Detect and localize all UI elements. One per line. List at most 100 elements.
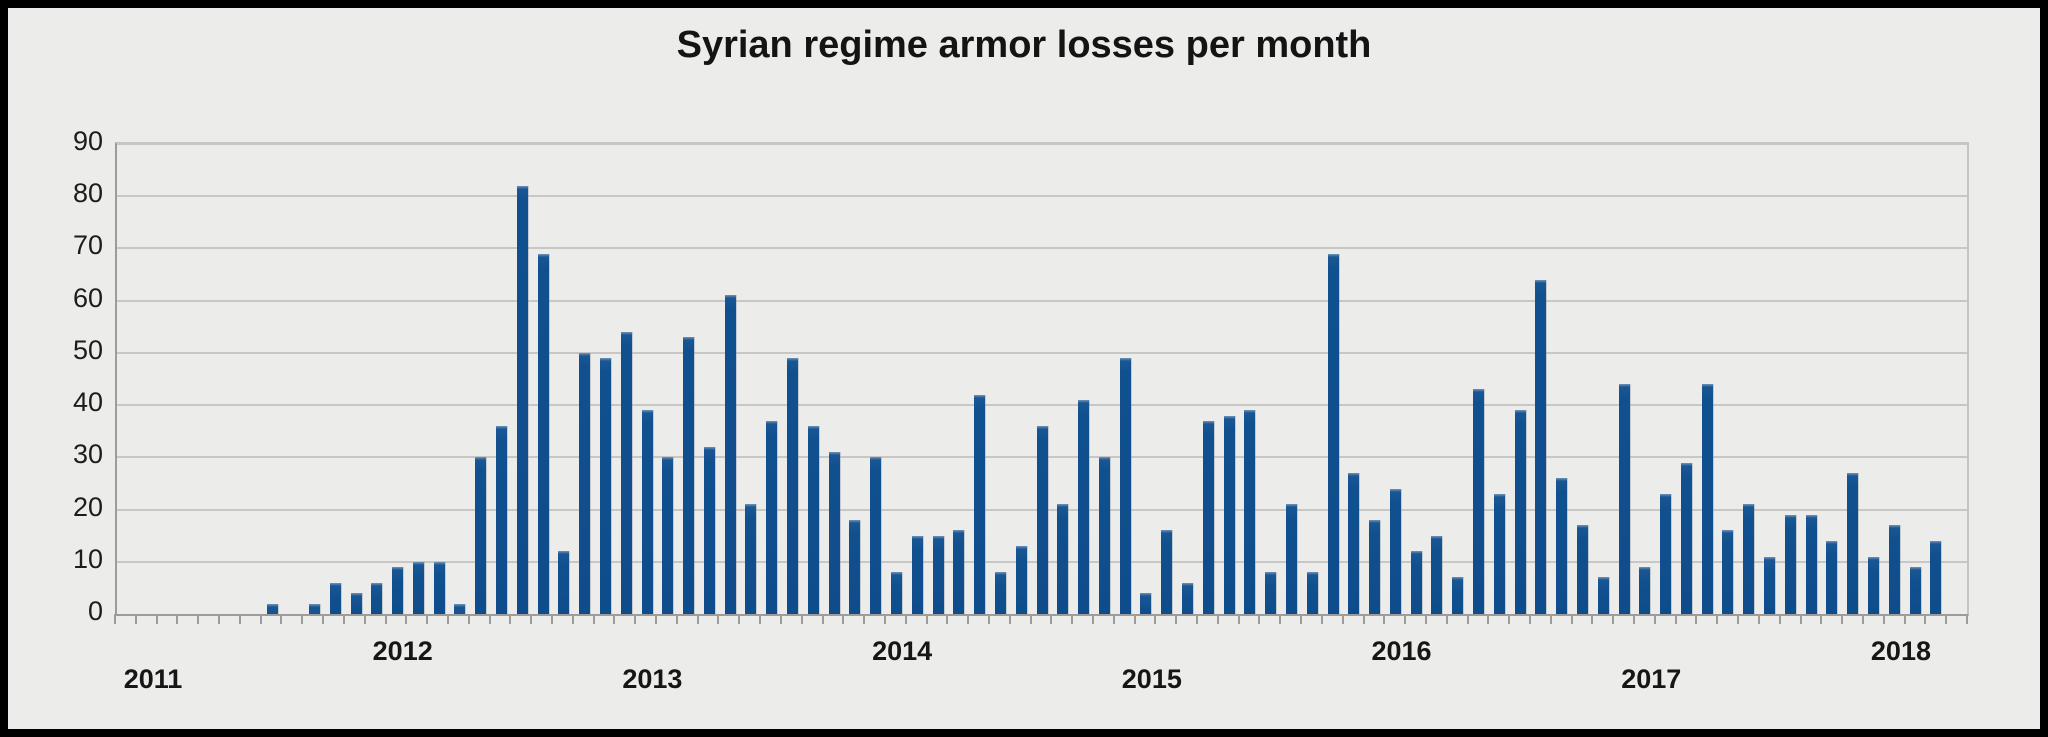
month-tick xyxy=(655,614,658,624)
bar-2015-Dec xyxy=(1348,473,1360,614)
bar-2014-Oct xyxy=(1057,504,1069,614)
bar-2012-Sep xyxy=(537,253,549,614)
bar-2013-Apr xyxy=(683,337,695,614)
month-tick xyxy=(322,614,325,624)
bar-2017-Apr xyxy=(1680,462,1692,614)
month-tick xyxy=(1362,614,1365,624)
month-tick xyxy=(696,614,699,624)
y-axis-label-90: 90 xyxy=(72,126,103,156)
bar-2015-Mar xyxy=(1161,530,1173,614)
month-tick xyxy=(488,614,491,624)
year-label-2012: 2012 xyxy=(372,636,433,666)
year-label-2017: 2017 xyxy=(1621,664,1682,694)
month-tick xyxy=(842,614,845,624)
month-tick xyxy=(1237,614,1240,624)
bar-2017-Mar xyxy=(1660,493,1672,614)
bar-2013-Feb xyxy=(641,410,653,614)
bar-2017-Jun xyxy=(1722,530,1734,614)
month-tick xyxy=(634,614,637,624)
bar-2018-Jan xyxy=(1867,556,1879,614)
month-tick xyxy=(1861,614,1864,624)
bar-2013-Dec xyxy=(849,520,861,614)
bar-2012-Mar xyxy=(412,561,424,614)
month-tick xyxy=(675,614,678,624)
bar-2015-Oct xyxy=(1306,572,1318,614)
bar-2014-Jan xyxy=(870,457,882,614)
month-tick xyxy=(1799,614,1802,624)
bar-2014-Mar xyxy=(911,535,923,614)
month-tick xyxy=(176,614,179,624)
month-tick xyxy=(613,614,616,624)
y-axis-labels: 0 10 20 30 40 50 60 70 80 90 xyxy=(8,126,103,626)
bar-2015-Sep xyxy=(1285,504,1297,614)
bar-2017-Nov xyxy=(1826,540,1838,614)
y-axis-label-80: 80 xyxy=(72,178,103,209)
bar-2014-May xyxy=(953,530,965,614)
bar-2015-Jun xyxy=(1223,415,1235,614)
y-axis-label-0: 0 xyxy=(87,596,103,626)
month-tick xyxy=(1404,614,1407,624)
month-tick xyxy=(114,614,116,624)
x-axis-ticks xyxy=(114,614,1968,624)
bar-2013-Oct xyxy=(807,426,819,614)
chart-title: Syrian regime armor losses per month xyxy=(676,24,1372,66)
month-tick xyxy=(1570,614,1573,624)
month-tick xyxy=(779,614,782,624)
bar-2011-Nov xyxy=(329,582,341,614)
bar-2013-Sep xyxy=(787,358,799,614)
bar-2017-Jul xyxy=(1743,504,1755,614)
month-tick xyxy=(1529,614,1531,624)
month-tick xyxy=(1279,614,1282,624)
month-tick xyxy=(550,614,553,624)
month-tick xyxy=(1633,614,1636,624)
bar-2011-Aug xyxy=(267,603,279,614)
month-tick xyxy=(1924,614,1927,624)
month-tick xyxy=(904,614,907,624)
month-tick xyxy=(1133,614,1136,624)
month-tick xyxy=(1966,614,1968,624)
month-tick xyxy=(197,614,200,624)
month-tick xyxy=(1341,614,1344,624)
bar-2017-Dec xyxy=(1847,473,1859,614)
year-label-2018: 2018 xyxy=(1870,636,1931,666)
month-tick xyxy=(738,614,741,624)
month-tick xyxy=(759,614,762,624)
month-tick xyxy=(1716,614,1719,624)
month-tick xyxy=(967,614,970,624)
month-tick xyxy=(1549,614,1552,624)
month-tick xyxy=(1258,614,1261,624)
bar-2013-Jan xyxy=(620,332,632,614)
month-tick xyxy=(280,614,283,624)
month-tick xyxy=(426,614,429,624)
bar-2018-Mar xyxy=(1909,567,1921,614)
month-tick xyxy=(509,614,512,624)
month-tick xyxy=(1653,614,1656,624)
month-tick xyxy=(1841,614,1844,624)
gridline-90 xyxy=(117,143,1967,145)
month-tick xyxy=(1424,614,1427,624)
month-tick xyxy=(1071,614,1074,624)
month-tick xyxy=(384,614,387,624)
bar-2016-Jul xyxy=(1493,493,1505,614)
month-tick xyxy=(1008,614,1011,624)
bar-2012-Apr xyxy=(433,561,445,614)
bar-2017-May xyxy=(1701,384,1713,614)
month-tick xyxy=(821,614,824,624)
bar-2015-May xyxy=(1202,420,1214,614)
month-tick xyxy=(259,614,262,624)
month-tick xyxy=(1154,614,1157,624)
month-tick xyxy=(1778,614,1781,624)
y-axis-label-40: 40 xyxy=(72,387,103,418)
y-axis-label-10: 10 xyxy=(72,543,103,574)
y-axis-label-50: 50 xyxy=(72,334,103,365)
month-tick xyxy=(1029,614,1032,624)
month-tick xyxy=(1092,614,1095,624)
month-tick xyxy=(1320,614,1323,624)
month-tick xyxy=(342,614,345,624)
bar-2013-May xyxy=(703,446,715,614)
bar-2014-Feb xyxy=(890,572,902,614)
bar-2012-Oct xyxy=(558,551,570,614)
bar-2017-Sep xyxy=(1784,514,1796,614)
bar-2014-Apr xyxy=(932,535,944,614)
